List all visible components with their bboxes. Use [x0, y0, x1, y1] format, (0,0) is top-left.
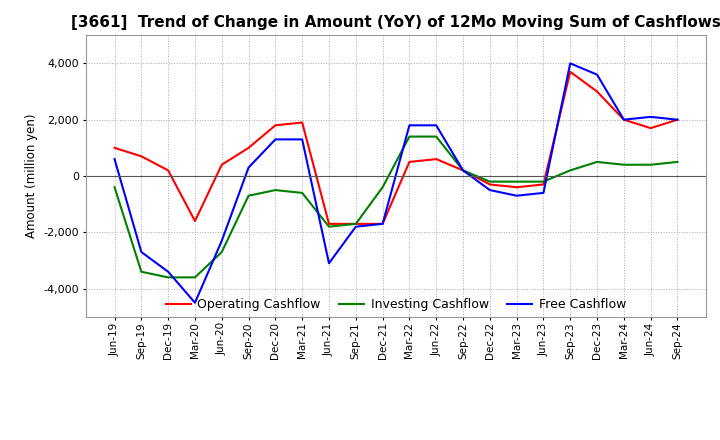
Free Cashflow — [405, 123, 414, 128]
Operating Cashflow — [432, 157, 441, 162]
Operating Cashflow — [137, 154, 145, 159]
Title: [3661]  Trend of Change in Amount (YoY) of 12Mo Moving Sum of Cashflows: [3661] Trend of Change in Amount (YoY) o… — [71, 15, 720, 30]
Free Cashflow — [513, 193, 521, 198]
Operating Cashflow — [459, 168, 467, 173]
Investing Cashflow — [298, 190, 307, 195]
Investing Cashflow — [673, 159, 682, 165]
Legend: Operating Cashflow, Investing Cashflow, Free Cashflow: Operating Cashflow, Investing Cashflow, … — [161, 293, 631, 316]
Investing Cashflow — [566, 168, 575, 173]
Investing Cashflow — [110, 185, 119, 190]
Free Cashflow — [593, 72, 601, 77]
Operating Cashflow — [647, 125, 655, 131]
Free Cashflow — [325, 260, 333, 266]
Investing Cashflow — [485, 179, 494, 184]
Operating Cashflow — [110, 145, 119, 150]
Operating Cashflow — [619, 117, 628, 122]
Free Cashflow — [110, 157, 119, 162]
Investing Cashflow — [432, 134, 441, 139]
Investing Cashflow — [164, 275, 173, 280]
Operating Cashflow — [351, 221, 360, 227]
Investing Cashflow — [137, 269, 145, 275]
Free Cashflow — [217, 238, 226, 243]
Operating Cashflow — [378, 221, 387, 227]
Line: Operating Cashflow: Operating Cashflow — [114, 72, 678, 224]
Investing Cashflow — [539, 179, 548, 184]
Free Cashflow — [191, 300, 199, 305]
Free Cashflow — [432, 123, 441, 128]
Operating Cashflow — [673, 117, 682, 122]
Investing Cashflow — [244, 193, 253, 198]
Operating Cashflow — [244, 145, 253, 150]
Free Cashflow — [485, 187, 494, 193]
Free Cashflow — [459, 168, 467, 173]
Investing Cashflow — [325, 224, 333, 229]
Operating Cashflow — [217, 162, 226, 167]
Operating Cashflow — [513, 185, 521, 190]
Investing Cashflow — [647, 162, 655, 167]
Investing Cashflow — [405, 134, 414, 139]
Free Cashflow — [647, 114, 655, 120]
Investing Cashflow — [191, 275, 199, 280]
Free Cashflow — [164, 269, 173, 275]
Free Cashflow — [673, 117, 682, 122]
Operating Cashflow — [271, 123, 279, 128]
Free Cashflow — [566, 61, 575, 66]
Free Cashflow — [271, 137, 279, 142]
Operating Cashflow — [405, 159, 414, 165]
Operating Cashflow — [566, 69, 575, 74]
Investing Cashflow — [619, 162, 628, 167]
Free Cashflow — [619, 117, 628, 122]
Operating Cashflow — [325, 221, 333, 227]
Operating Cashflow — [191, 218, 199, 224]
Investing Cashflow — [593, 159, 601, 165]
Investing Cashflow — [351, 221, 360, 227]
Operating Cashflow — [298, 120, 307, 125]
Investing Cashflow — [378, 185, 387, 190]
Operating Cashflow — [164, 168, 173, 173]
Line: Investing Cashflow: Investing Cashflow — [114, 136, 678, 277]
Investing Cashflow — [459, 168, 467, 173]
Operating Cashflow — [539, 182, 548, 187]
Investing Cashflow — [513, 179, 521, 184]
Operating Cashflow — [593, 89, 601, 94]
Investing Cashflow — [271, 187, 279, 193]
Free Cashflow — [137, 249, 145, 255]
Free Cashflow — [244, 165, 253, 170]
Free Cashflow — [539, 190, 548, 195]
Free Cashflow — [298, 137, 307, 142]
Operating Cashflow — [485, 182, 494, 187]
Investing Cashflow — [217, 249, 226, 255]
Free Cashflow — [351, 224, 360, 229]
Y-axis label: Amount (million yen): Amount (million yen) — [24, 114, 37, 238]
Line: Free Cashflow: Free Cashflow — [114, 63, 678, 303]
Free Cashflow — [378, 221, 387, 227]
